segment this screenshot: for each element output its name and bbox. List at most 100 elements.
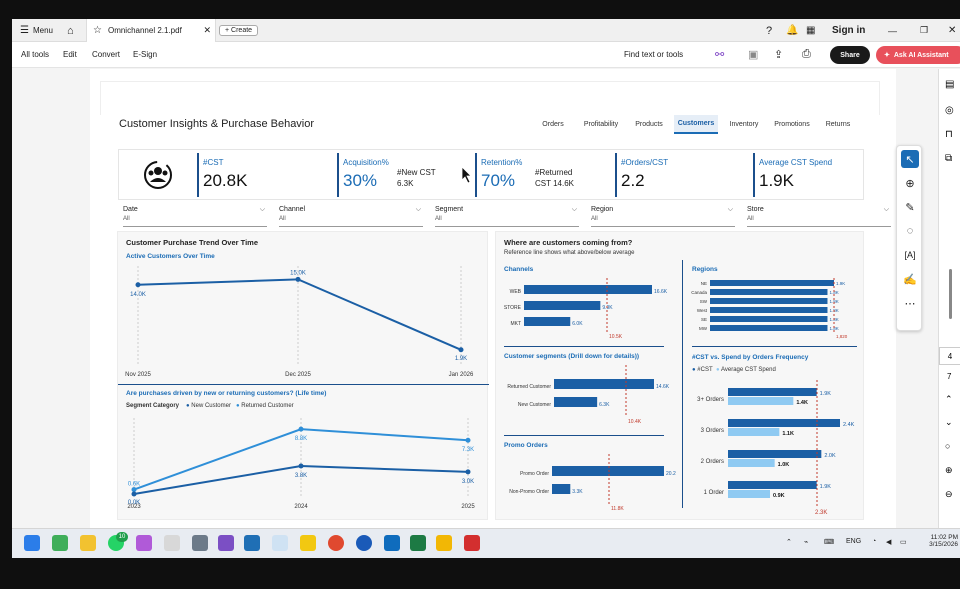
series-line (137, 278, 462, 351)
tab-products[interactable]: Products (635, 121, 663, 128)
slicer-channel[interactable]: Channel All ⌵ (279, 206, 423, 227)
menu-edit[interactable]: Edit (63, 50, 77, 59)
text-box-tool-icon[interactable]: [A] (904, 250, 916, 260)
chevron-up-icon[interactable]: ⌃ (945, 394, 953, 404)
data-point (298, 463, 304, 469)
comments-icon[interactable]: ◎ (945, 105, 954, 116)
calculator-icon[interactable] (192, 535, 208, 551)
bookmark-icon[interactable]: ⊓ (945, 129, 953, 140)
create-button[interactable]: + Create (219, 19, 259, 42)
power-bi-icon[interactable] (300, 535, 316, 551)
document-tab[interactable]: ☆ Omnichannel 2.1.pdf ✕ (86, 19, 216, 42)
restore-icon[interactable]: ❐ (920, 25, 929, 35)
ai-tools-icon[interactable]: ⚯ (715, 49, 725, 61)
slicer-date-value[interactable]: All ⌵ (123, 206, 267, 227)
excel-icon[interactable] (410, 535, 426, 551)
battery-icon[interactable]: ▭ (900, 539, 907, 546)
zoom-app-icon[interactable] (356, 535, 372, 551)
database-icon[interactable] (244, 535, 260, 551)
tab-inventory[interactable]: Inventory (729, 121, 759, 128)
refresh-icon[interactable]: ○ (945, 441, 951, 451)
page-number-input[interactable]: 4 (939, 347, 960, 365)
slicer-store[interactable]: Store All ⌵ (747, 206, 891, 227)
close-window-icon[interactable]: ✕ (948, 25, 957, 36)
copilot-icon[interactable] (136, 535, 152, 551)
select-tool-icon[interactable]: ↖ (901, 150, 919, 168)
find-tools-search[interactable]: Find text or tools (624, 50, 684, 59)
slicer-segment-value[interactable]: All ⌵ (435, 206, 579, 227)
pdf-reader-icon[interactable] (436, 535, 452, 551)
minimize-icon[interactable]: — (888, 25, 897, 36)
chevron-down-icon[interactable]: ⌵ (259, 206, 265, 213)
zoom-out-icon[interactable]: ⊖ (945, 489, 953, 499)
upload-icon[interactable]: ⇪ (774, 49, 784, 61)
wifi-icon[interactable]: ◔ (872, 538, 877, 545)
x-tick-label: Jan 2026 (449, 372, 474, 378)
chevron-down-icon[interactable]: ⌵ (415, 206, 421, 213)
close-tab-icon[interactable]: ✕ (203, 25, 211, 35)
bell-icon[interactable]: 🔔 (786, 25, 799, 36)
more-tools-icon[interactable]: ⋯ (904, 297, 916, 310)
data-label: 1.9K (820, 484, 832, 490)
tab-returns[interactable]: Returns (825, 121, 851, 128)
volume-icon[interactable]: ◀ (886, 539, 892, 546)
print-icon[interactable]: ⎙ (802, 48, 811, 60)
start-icon[interactable] (24, 535, 40, 551)
sign-in-button[interactable]: Sign in (832, 25, 866, 36)
zoom-in-icon[interactable]: ⊕ (945, 465, 953, 475)
menu-convert[interactable]: Convert (92, 50, 121, 59)
document-icon[interactable]: ▤ (945, 79, 955, 90)
slicer-region[interactable]: Region All ⌵ (591, 206, 735, 227)
create-label: Create (231, 27, 253, 34)
pen-tool-icon[interactable]: ✎ (905, 201, 915, 214)
snipping-tool-icon[interactable] (164, 535, 180, 551)
chevron-down-icon[interactable]: ⌵ (571, 206, 577, 213)
settings-app-icon[interactable] (272, 535, 288, 551)
chrome-icon[interactable] (328, 535, 344, 551)
language-indicator[interactable]: ENG (846, 538, 862, 545)
kpi-cst-label: #CST (203, 158, 224, 167)
lasso-tool-icon[interactable]: ◌ (906, 225, 914, 237)
scrollbar-thumb[interactable] (949, 269, 952, 319)
slicer-segment[interactable]: Segment All ⌵ (435, 206, 579, 227)
slicer-region-value[interactable]: All ⌵ (591, 206, 735, 227)
tab-promotions[interactable]: Promotions (774, 121, 810, 128)
tab-profitability[interactable]: Profitability (583, 121, 619, 128)
home-icon[interactable]: ⌂ (67, 24, 74, 37)
apps-grid-icon[interactable]: ▦ (806, 25, 816, 36)
data-label: 1.9K (836, 281, 845, 286)
star-icon[interactable]: ☆ (93, 25, 102, 36)
slicer-store-value[interactable]: All ⌵ (747, 206, 891, 227)
acrobat-icon[interactable] (464, 535, 480, 551)
clock[interactable]: 11:02 PM 3/15/2026 (916, 534, 958, 548)
menu-button[interactable]: ☰ Menu (20, 19, 53, 42)
bluetooth-icon[interactable]: ⌁ (804, 539, 809, 546)
comment-tool-icon[interactable]: ⊕ (905, 177, 915, 190)
widgets-icon[interactable] (52, 535, 68, 551)
share-button[interactable]: Share (830, 46, 870, 64)
ai-assistant-button[interactable]: ✦ Ask AI Assistant (876, 46, 960, 64)
chevron-down-icon[interactable]: ⌵ (883, 206, 889, 213)
help-icon[interactable]: ? (766, 24, 773, 37)
save-icon[interactable]: ▣ (748, 49, 759, 61)
file-explorer-icon[interactable] (80, 535, 96, 551)
tab-customers[interactable]: Customers (674, 115, 718, 134)
tab-orders[interactable]: Orders (542, 121, 564, 128)
pdf-page: Customer Insights & Purchase Behavior Or… (90, 69, 896, 528)
menu-esign[interactable]: E-Sign (133, 50, 158, 59)
copy-icon[interactable]: ⧉ (945, 153, 953, 164)
chevron-down-icon[interactable]: ⌵ (727, 206, 733, 213)
chevron-up-icon[interactable]: ⌃ (786, 539, 792, 546)
stamp-tool-icon[interactable]: ✍ (903, 273, 917, 286)
legend-new: ● New Customer (186, 403, 231, 409)
app-icon[interactable] (218, 535, 234, 551)
slicer-channel-value[interactable]: All ⌵ (279, 206, 423, 227)
slicer-channel-value-text: All (279, 216, 286, 222)
outlook-icon[interactable] (384, 535, 400, 551)
chevron-down-icon[interactable]: ⌄ (945, 417, 953, 427)
keyboard-icon[interactable]: ⌨ (824, 539, 835, 546)
category-label: SE (701, 317, 707, 322)
menu-all-tools[interactable]: All tools (21, 50, 50, 59)
slicer-segment-value-text: All (435, 216, 442, 222)
slicer-date[interactable]: Date All ⌵ (123, 206, 267, 227)
